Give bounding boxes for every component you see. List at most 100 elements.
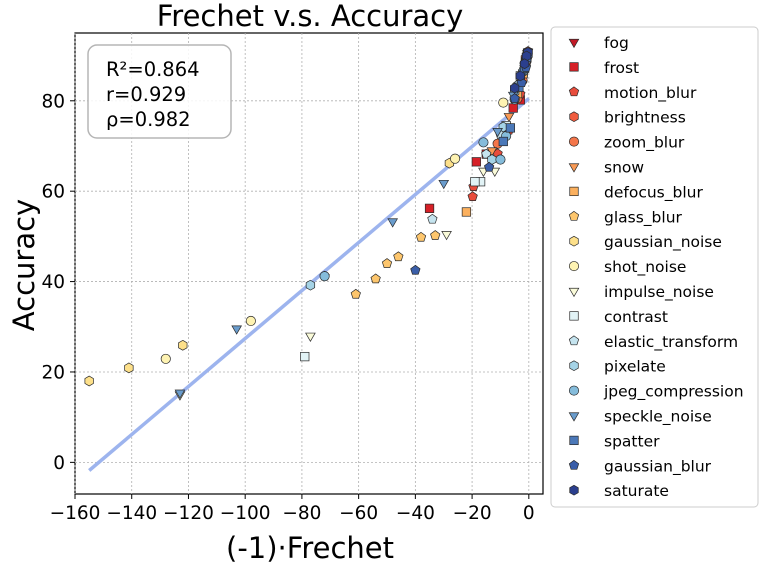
data-point: [503, 113, 515, 123]
legend: fog frost motion_blur brightness zoom_blursn…: [550, 26, 759, 508]
legend-marker: [568, 210, 580, 221]
y-tick-label: 0: [53, 453, 65, 474]
legend-label: zoom_blur: [604, 134, 685, 153]
data-point: [178, 339, 188, 351]
data-point: [84, 375, 94, 387]
x-tick-label: −140: [106, 503, 157, 524]
legend-label: contrast: [604, 308, 668, 326]
legend-marker: [569, 435, 579, 446]
data-point: [470, 177, 480, 187]
legend-label: glass_blur: [604, 208, 683, 227]
x-tick-label: −20: [453, 503, 492, 524]
stats-box: R²=0.864 r=0.929 ρ=0.982: [87, 44, 232, 139]
legend-marker: [569, 186, 579, 197]
x-tick-label: −40: [396, 503, 435, 524]
legend-label: frost: [604, 59, 639, 77]
y-tick-label: 80: [41, 91, 65, 112]
legend-marker: [568, 261, 580, 272]
legend-marker: [568, 459, 580, 470]
x-axis-ticks: −160 −140 −120 −100 −80 −60 −40 −20 0: [50, 494, 535, 524]
legend-marker: [568, 163, 580, 173]
legend-marker: [568, 335, 580, 346]
stat-pearson-r: r=0.929: [106, 83, 186, 106]
chart-title: Frechet v.s. Accuracy: [157, 0, 464, 33]
y-tick-label: 40: [41, 272, 65, 293]
legend-marker: [568, 385, 580, 396]
data-point: [350, 288, 361, 299]
data-point: [245, 315, 256, 326]
data-point: [471, 157, 481, 167]
y-axis-label: Accuracy: [7, 199, 41, 331]
stat-spearman-rho: ρ=0.982: [106, 108, 191, 131]
legend-label: gaussian_blur: [604, 457, 712, 476]
legend-marker: [568, 38, 580, 49]
legend-label: jpeg_compression: [603, 383, 744, 402]
x-tick-label: −120: [163, 503, 214, 524]
data-point: [492, 128, 503, 138]
data-point: [509, 93, 520, 103]
legend-label: pixelate: [604, 358, 666, 376]
legend-label: defocus_blur: [604, 183, 703, 202]
x-tick-label: −160: [50, 503, 101, 524]
data-point: [387, 218, 399, 228]
data-point: [519, 58, 530, 70]
legend-label: speckle_noise: [604, 408, 712, 427]
legend-marker: [568, 86, 580, 97]
legend-frame: [550, 26, 759, 508]
data-point: [510, 82, 520, 94]
data-point: [410, 264, 421, 275]
legend-label: spatter: [604, 432, 660, 450]
legend-marker: [569, 111, 579, 123]
data-point: [505, 123, 515, 133]
legend-label: brightness: [604, 109, 686, 127]
data-point: [231, 325, 243, 335]
data-point: [174, 389, 186, 399]
legend-label: elastic_transform: [604, 333, 738, 352]
legend-label: shot_noise: [604, 258, 686, 277]
legend-label: snow: [604, 159, 644, 177]
x-tick-label: −100: [220, 503, 271, 524]
x-tick-label: −80: [282, 503, 321, 524]
legend-label: gaussian_noise: [604, 233, 722, 252]
legend-label: motion_blur: [604, 84, 697, 103]
legend-marker: [569, 311, 579, 321]
x-tick-label: −60: [339, 503, 378, 524]
data-point: [461, 207, 472, 217]
data-point: [393, 251, 404, 262]
legend-marker: [569, 62, 579, 72]
data-point: [495, 154, 506, 165]
data-point: [478, 137, 489, 148]
data-point: [430, 230, 441, 240]
data-point: [441, 231, 452, 241]
data-point: [319, 271, 330, 282]
data-point: [370, 273, 381, 284]
stat-r-squared: R²=0.864: [106, 58, 200, 81]
data-points: [84, 46, 534, 401]
data-point: [415, 231, 427, 242]
data-point: [305, 279, 316, 291]
data-point: [160, 353, 171, 364]
data-point: [498, 136, 508, 147]
legend-marker: [568, 412, 580, 422]
plot-area: −160 −140 −120 −100 −80 −60 −40 −20 0 0 20 40 60 80: [41, 32, 544, 524]
y-tick-label: 20: [41, 362, 65, 383]
legend-marker: [568, 136, 580, 147]
data-point: [498, 97, 509, 108]
data-point: [305, 332, 316, 342]
data-point: [300, 351, 310, 362]
data-point: [481, 148, 492, 159]
legend-label: impulse_noise: [604, 283, 714, 302]
data-point: [508, 103, 518, 113]
data-point: [381, 258, 393, 268]
y-axis-ticks: 0 20 40 60 80: [41, 91, 75, 474]
data-point: [427, 213, 438, 224]
legend-label: saturate: [604, 482, 669, 500]
data-point: [515, 70, 525, 82]
data-point: [483, 161, 495, 172]
data-point: [124, 362, 134, 374]
x-tick-label: 0: [523, 503, 535, 524]
legend-entries: fog frost motion_blur brightness zoom_blursn…: [568, 34, 744, 500]
legend-marker: [569, 360, 579, 372]
x-axis-label: (-1)·Frechet: [226, 531, 394, 565]
